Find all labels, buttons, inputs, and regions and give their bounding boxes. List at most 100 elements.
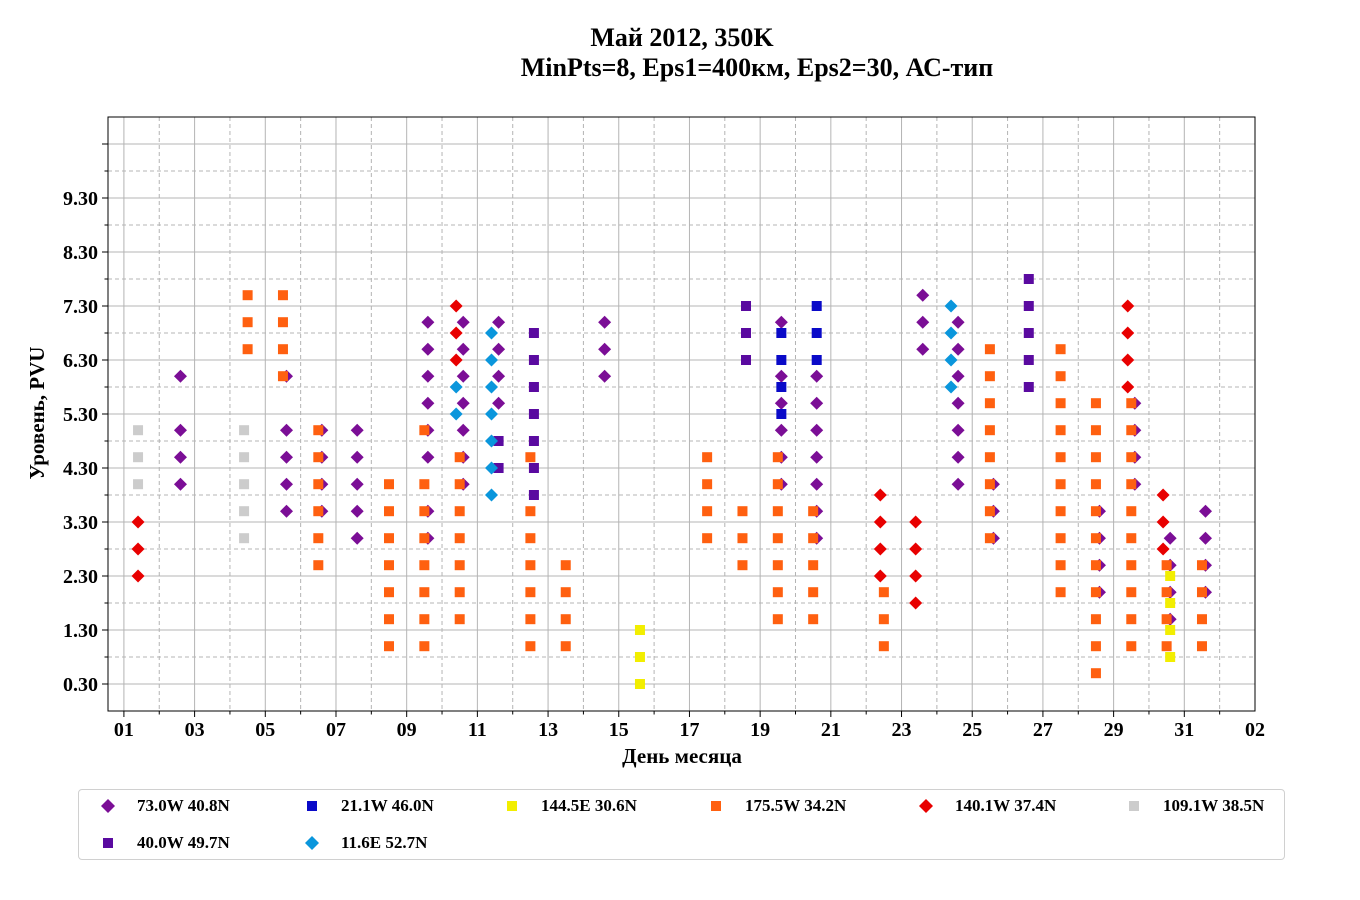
data-point-diamond (173, 423, 187, 437)
data-point-diamond (774, 423, 788, 437)
data-point-diamond (944, 299, 958, 313)
legend-item: 11.6E 52.7N (297, 831, 427, 855)
data-point-square (525, 506, 536, 517)
legend-item: 140.1W 37.4N (911, 794, 1056, 818)
data-point-square (984, 344, 995, 355)
data-point-diamond (173, 369, 187, 383)
data-point-diamond (449, 407, 463, 421)
data-point-square (313, 452, 324, 463)
data-point-square (772, 560, 783, 571)
data-point-square (1161, 641, 1172, 652)
legend-diamond-marker (93, 794, 123, 818)
data-point-square (454, 560, 465, 571)
axis-ticks: 01 03 05 07 09 11 13 15 17 19 21 23 25 27 29 31 02 0.30 1.… (63, 143, 1265, 741)
data-point-diamond (492, 342, 506, 356)
data-point-square (984, 506, 995, 517)
data-point-square (1023, 274, 1034, 284)
legend-label: 144.5E 30.6N (541, 796, 637, 815)
chart-subtitle: MinPts=8, Eps1=400км, Eps2=30, АС-тип (521, 53, 994, 82)
x-tick-label: 03 (185, 719, 205, 741)
legend-item: 175.5W 34.2N (701, 794, 846, 818)
data-point-square (1023, 355, 1034, 365)
x-tick-label: 21 (821, 719, 841, 741)
data-point-square (1090, 425, 1101, 436)
data-point-diamond (1156, 542, 1170, 556)
legend-square-marker (497, 794, 527, 818)
data-point-square (419, 560, 430, 571)
data-point-square (454, 452, 465, 463)
data-point-square (525, 614, 536, 625)
data-point-diamond (916, 288, 930, 302)
data-point-diamond (774, 396, 788, 410)
data-point-square (1126, 560, 1137, 571)
legend-label: 40.0W 49.7N (137, 833, 230, 852)
data-point-square (984, 533, 995, 544)
data-point-square (1023, 328, 1034, 338)
data-point-square (984, 425, 995, 436)
data-point-square (384, 506, 395, 517)
data-point-square (1161, 614, 1172, 625)
data-point-square (1161, 560, 1172, 571)
y-tick-label: 2.30 (63, 566, 98, 588)
data-point-square (772, 452, 783, 463)
data-point-square (313, 560, 324, 571)
data-point-square (741, 328, 752, 338)
x-tick-label: 29 (1104, 719, 1124, 741)
data-point-square (776, 409, 787, 419)
legend-label: 73.0W 40.8N (137, 796, 230, 815)
data-point-square (384, 560, 395, 571)
data-point-square (772, 614, 783, 625)
data-point-square (525, 560, 536, 571)
data-point-square (528, 463, 539, 473)
data-point-square (776, 382, 787, 392)
data-point-diamond (456, 342, 470, 356)
y-tick-label: 1.30 (63, 620, 98, 642)
data-point-diamond (1121, 326, 1135, 340)
data-point-square (454, 587, 465, 598)
data-point-diamond (909, 515, 923, 529)
data-point-square (419, 425, 430, 436)
data-point-square (1090, 452, 1101, 463)
data-point-diamond (350, 477, 364, 491)
y-axis-label: Уровень, PVU (25, 347, 49, 480)
data-point-square (277, 371, 288, 382)
data-point-diamond (485, 326, 499, 340)
data-point-square (560, 614, 571, 625)
legend-item: 73.0W 40.8N (93, 794, 230, 818)
data-point-square (493, 463, 504, 473)
data-point-square (493, 436, 504, 446)
x-tick-label: 23 (892, 719, 912, 741)
data-point-diamond (598, 315, 612, 329)
data-point-diamond (951, 423, 965, 437)
data-point-diamond (916, 342, 930, 356)
x-tick-label: 25 (962, 719, 982, 741)
data-point-square (1126, 398, 1137, 409)
data-point-diamond (810, 396, 824, 410)
data-point-square (737, 506, 748, 517)
data-point-diamond (951, 369, 965, 383)
x-tick-label: 13 (538, 719, 558, 741)
data-point-diamond (485, 461, 499, 475)
data-point-square (560, 641, 571, 652)
data-point-diamond (131, 515, 145, 529)
legend-square-marker (701, 794, 731, 818)
data-point-square (454, 533, 465, 544)
data-point-square (133, 479, 144, 490)
data-point-square (1090, 587, 1101, 598)
data-point-diamond (449, 326, 463, 340)
data-point-square (776, 355, 787, 365)
data-point-square (702, 452, 713, 463)
legend-square-marker (93, 831, 123, 855)
data-point-diamond (1156, 515, 1170, 529)
data-point-square (1165, 571, 1176, 581)
data-point-diamond (909, 569, 923, 583)
data-point-square (772, 506, 783, 517)
data-point-square (528, 328, 539, 338)
data-point-square (808, 560, 819, 571)
data-point-diamond (280, 504, 294, 518)
data-point-square (1161, 587, 1172, 598)
data-point-diamond (421, 315, 435, 329)
data-point-square (419, 506, 430, 517)
data-point-diamond (774, 315, 788, 329)
data-point-square (239, 479, 250, 490)
